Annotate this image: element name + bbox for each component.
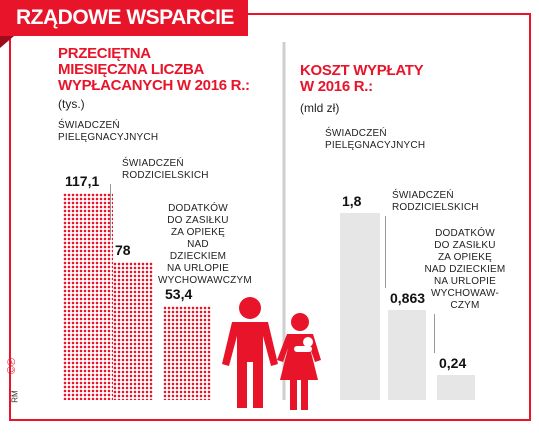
category-label: ŚWIADCZEŃ PIELĘGNACYJNYCH bbox=[325, 128, 426, 151]
bar bbox=[388, 310, 426, 400]
chart-subtitle: (mld zł) bbox=[300, 101, 340, 115]
value-label: 1,8 bbox=[342, 193, 362, 209]
category-label: ŚWIADCZEŃ RODZICIELSKICH bbox=[122, 158, 209, 181]
chart-title: KOSZT WYPŁATY W 2016 R.: bbox=[300, 62, 424, 95]
copyright: ©℗ bbox=[6, 357, 19, 375]
leader-line bbox=[385, 216, 386, 289]
category-label: ŚWIADCZEŃ PIELĘGNACYJNYCH bbox=[58, 120, 159, 143]
leader-line bbox=[110, 184, 111, 241]
bar bbox=[113, 262, 153, 400]
value-label: 53,4 bbox=[165, 285, 193, 302]
bar bbox=[437, 375, 475, 400]
leader-line bbox=[434, 314, 435, 354]
header-fold bbox=[0, 36, 14, 48]
bar bbox=[63, 193, 113, 400]
category-label: DODATKÓW DO ZASIŁKU ZA OPIEKĘ NAD DZIECK… bbox=[158, 203, 252, 286]
value-label: 0,24 bbox=[439, 355, 467, 372]
value-label: 78 bbox=[115, 242, 131, 259]
credit: RM bbox=[10, 390, 20, 403]
chart-subtitle: (tys.) bbox=[58, 97, 85, 111]
border bbox=[9, 13, 531, 421]
value-label: 0,863 bbox=[390, 290, 426, 307]
value-label: 117,1 bbox=[65, 173, 100, 189]
family-icon bbox=[222, 297, 321, 410]
header-title: RZĄDOWE WSPARCIE bbox=[16, 6, 234, 29]
category-label: ŚWIADCZEŃ RODZICIELSKICH bbox=[392, 190, 479, 213]
chart-title: PRZECIĘTNA MIESIĘCZNA LICZBA WYPŁACANYCH… bbox=[58, 45, 250, 94]
category-label: DODATKÓW DO ZASIŁKU ZA OPIEKĘ NAD DZIECK… bbox=[424, 228, 506, 311]
bar bbox=[163, 305, 211, 400]
header-bar bbox=[0, 0, 248, 36]
bar bbox=[340, 213, 380, 400]
